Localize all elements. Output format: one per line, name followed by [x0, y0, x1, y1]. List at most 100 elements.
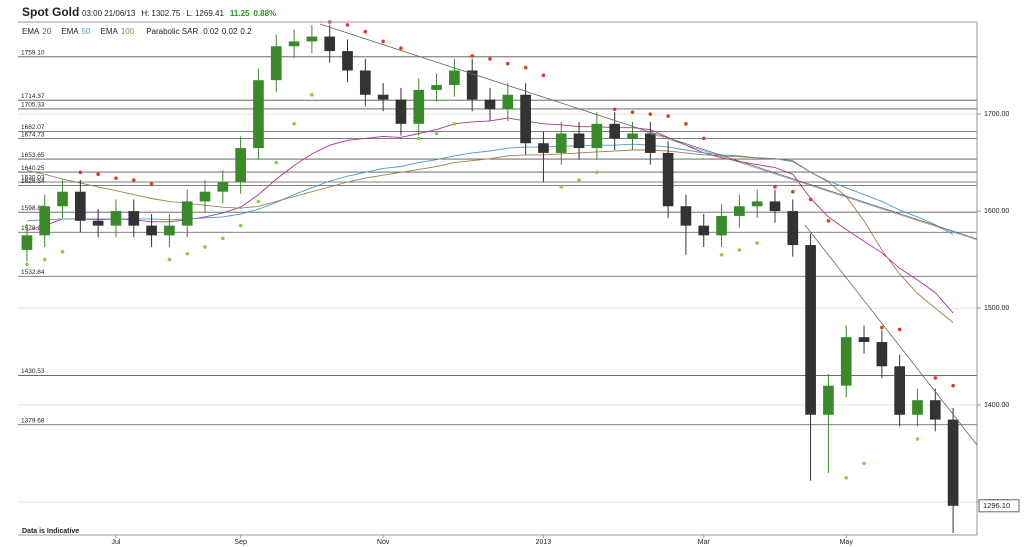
sar-dot	[167, 257, 172, 262]
sar-dot	[42, 257, 47, 262]
level-label: 1640.25	[21, 165, 45, 172]
legend-period: 20	[42, 27, 51, 36]
level-label: 1532.84	[21, 269, 45, 276]
sar-dot	[96, 172, 100, 177]
candle-body	[698, 225, 710, 236]
candle-body	[573, 133, 585, 149]
candle-body	[288, 41, 300, 47]
candle-body	[164, 225, 175, 236]
x-tick-label: Jul	[111, 539, 120, 546]
candle-body	[520, 94, 531, 144]
sar-dot	[577, 178, 581, 182]
sar-dot	[541, 73, 546, 78]
candle-body	[538, 143, 549, 153]
candle-body	[627, 133, 638, 139]
candle-body	[769, 201, 781, 212]
sar-dot	[416, 136, 421, 141]
candle-body	[929, 400, 941, 420]
candle-body	[858, 337, 870, 343]
last-price-label: 1296.10	[983, 501, 1010, 510]
level-label: 1430.53	[21, 368, 45, 375]
y-tick-label: 1700.00	[984, 111, 1009, 118]
candle-body	[484, 99, 496, 110]
sar-dot	[933, 376, 938, 380]
legend-name: Parabolic SAR	[146, 27, 198, 36]
sar-dot	[808, 197, 813, 202]
sar-dot	[880, 325, 884, 330]
sar-dot	[452, 122, 457, 126]
sar-dot	[737, 248, 742, 252]
sar-dot	[684, 122, 688, 126]
sar-dot	[826, 218, 831, 223]
sar-dot	[310, 92, 314, 97]
x-tick-label: May	[840, 539, 854, 546]
candle-body	[181, 201, 193, 226]
level-label: 1379.68	[21, 417, 45, 424]
sar-dot	[862, 461, 866, 466]
candle-body	[253, 80, 264, 149]
sar-dot	[844, 475, 849, 480]
legend: EMA 20 EMA 50 EMA 100 Parabolic SAR 0.02 0.02 0.2	[22, 27, 252, 36]
candle-body	[555, 133, 567, 153]
sar-dot	[951, 383, 955, 388]
candle-body	[734, 206, 745, 216]
sar-dot	[790, 189, 795, 194]
candle-body	[466, 70, 478, 100]
sar-dot	[221, 236, 225, 241]
y-tick-label: 1500.00	[984, 305, 1009, 312]
ema-line	[26, 143, 954, 235]
level-label: 1682.07	[21, 124, 45, 131]
candle-body	[110, 211, 122, 226]
sar-dot	[648, 112, 653, 116]
sar-dot	[256, 199, 261, 204]
level-label: 1626.54	[21, 178, 45, 185]
sar-dot	[612, 107, 617, 112]
last-price-box	[978, 499, 1020, 513]
level-label: 1653.65	[21, 152, 45, 159]
sar-dot	[363, 29, 368, 34]
candle-body	[146, 225, 157, 236]
candle-body	[840, 337, 852, 386]
legend-period: 50	[82, 27, 91, 36]
trend-line	[639, 129, 978, 241]
sar-dot	[399, 46, 403, 50]
candle-body	[21, 235, 33, 250]
sar-dot	[488, 57, 492, 61]
sar-dot	[292, 122, 296, 126]
sar-dot	[149, 182, 154, 186]
candle-body	[199, 191, 211, 202]
sar-dot	[381, 39, 385, 44]
high-value: 1302.75	[151, 9, 180, 18]
high-label: H:	[141, 9, 149, 18]
candle-body	[591, 123, 603, 149]
sar-dot	[203, 245, 207, 249]
sar-dot	[185, 251, 190, 256]
candle-body	[449, 70, 460, 86]
sar-dot	[630, 110, 635, 114]
x-tick-label: 2013	[536, 539, 552, 546]
candle-body	[805, 245, 816, 415]
candle-body	[823, 385, 834, 415]
sar-dot	[25, 262, 29, 267]
candle-body	[413, 89, 425, 124]
trend-line	[804, 224, 978, 446]
change: 11.25	[230, 9, 250, 18]
candle-body	[947, 419, 959, 506]
candle-body	[377, 94, 389, 100]
candle-body	[662, 152, 674, 207]
candle-body	[128, 211, 140, 226]
candle-body	[270, 46, 282, 81]
candle-body	[502, 94, 514, 110]
sar-dot	[78, 170, 83, 175]
change-pct: 0.88%	[253, 9, 276, 18]
legend-period: 100	[121, 27, 135, 36]
candle-body	[680, 206, 692, 226]
candle-body	[894, 366, 906, 415]
low-label: L:	[186, 9, 193, 18]
sar-dot	[897, 327, 902, 332]
candle-body	[787, 211, 799, 246]
level-label: 1598.82	[21, 205, 45, 212]
ema-line	[26, 149, 954, 323]
candle-body	[876, 342, 888, 367]
